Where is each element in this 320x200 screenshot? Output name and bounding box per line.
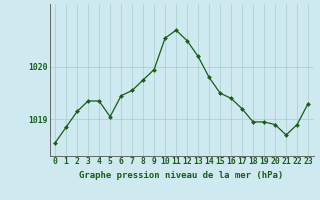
X-axis label: Graphe pression niveau de la mer (hPa): Graphe pression niveau de la mer (hPa) bbox=[79, 171, 284, 180]
